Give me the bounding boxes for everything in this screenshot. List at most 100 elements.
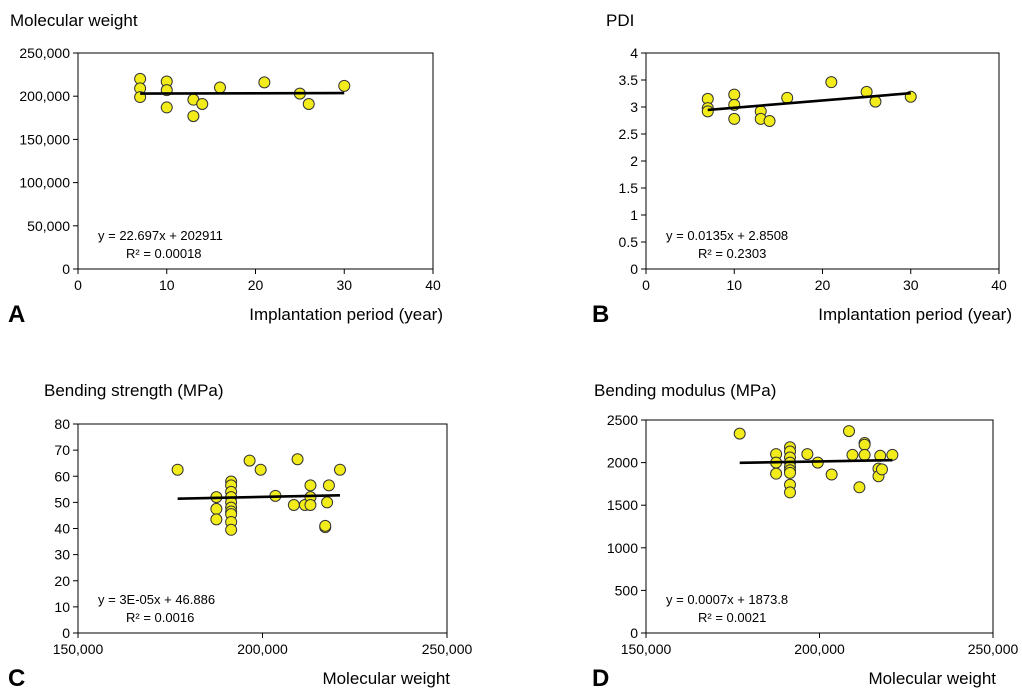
panel-d-letter: D — [592, 665, 609, 690]
panel-d-ylabel: Bending modulus (MPa) — [594, 381, 776, 400]
panel-b: PDI 00.511.522.533.540 10 20 30 40 y = 0.013… — [592, 11, 1012, 328]
panel-c-data-point — [210, 502, 223, 515]
panel-d-data-point — [784, 486, 797, 499]
panel-d-xtick-label: 250,000 — [968, 641, 1019, 657]
panel-a-data-point — [196, 97, 209, 110]
panel-b-ylabel: PDI — [606, 11, 634, 30]
panel-b-data-point — [825, 76, 838, 89]
panel-c-xtick-label: 250,000 — [422, 641, 473, 657]
panel-c-r2: R² = 0.0016 — [126, 610, 194, 625]
panel-b-data-point — [781, 91, 794, 104]
panel-d-marks: 0 500 1000 1500 2000 2500 150,000 200,000 250,00… — [607, 412, 1019, 657]
panel-b-data-point — [869, 95, 882, 108]
panel-d-r2: R² = 0.0021 — [698, 610, 766, 625]
panel-c-ytick-label: 40 — [54, 521, 70, 537]
panel-c-ytick-label: 0 — [62, 625, 70, 641]
panel-b-trendline — [707, 91, 911, 112]
panel-b-marks: 00.511.522.533.540 10 20 30 40 — [619, 45, 1007, 293]
panel-d-data-point — [875, 463, 888, 476]
panel-b-ytick-label: 4 — [630, 45, 638, 61]
panel-a-ytick-label: 100,000 — [19, 175, 70, 191]
panel-b-xtick-label: 10 — [726, 277, 742, 293]
panel-c-marks: 0 10 20 30 40 50 60 70 80 150,000 200,000 250,000 — [53, 416, 473, 657]
panel-a-ytick-label: 150,000 — [19, 131, 70, 147]
panel-d-data-point — [825, 468, 838, 481]
panel-b-xlabel: Implantation period (year) — [818, 305, 1012, 324]
panel-d-data-point — [801, 448, 814, 461]
panel-c-ytick-label: 70 — [54, 442, 70, 458]
panel-a-data-point — [160, 101, 173, 114]
panel-d-ytick-label: 1500 — [607, 497, 638, 513]
panel-b-ytick-label: 1.5 — [619, 180, 639, 196]
panel-c-equation: y = 3E-05x + 46.886 — [98, 592, 215, 607]
panel-a-xtick-label: 20 — [248, 277, 264, 293]
panel-b-equation: y = 0.0135x + 2.8508 — [666, 228, 788, 243]
panel-c-data-point — [291, 453, 304, 466]
panel-c-data-point — [322, 479, 335, 492]
panel-b-r2: R² = 0.2303 — [698, 246, 766, 261]
panel-d-data-point — [846, 448, 859, 461]
panel-c: Bending strength (MPa) 0 10 20 30 40 50 60 70 80… — [8, 381, 473, 690]
panel-a-ytick-label: 50,000 — [27, 218, 70, 234]
panel-d: Bending modulus (MPa) 0 500 1000 1500 2000 25… — [592, 381, 1019, 690]
panel-a-letter: A — [8, 301, 25, 328]
panel-c-ytick-label: 20 — [54, 573, 70, 589]
panel-d-ytick-label: 2000 — [607, 455, 638, 471]
panel-a-data-point — [302, 97, 315, 110]
panel-b-ytick-label: 3 — [630, 99, 638, 115]
panel-b-ytick-label: 0 — [630, 261, 638, 277]
panel-a-ytick-label: 200,000 — [19, 88, 70, 104]
panel-b-data-point — [763, 115, 776, 128]
panel-a-xtick-label: 10 — [159, 277, 175, 293]
panel-d-data-point — [842, 425, 855, 438]
panel-d-ytick-label: 2500 — [607, 412, 638, 428]
panel-b-ytick-label: 0.5 — [619, 234, 639, 250]
panel-d-data-point — [886, 448, 899, 461]
panel-a-xtick-label: 0 — [74, 277, 82, 293]
panel-c-letter: C — [8, 665, 25, 690]
panel-c-ytick-label: 10 — [54, 599, 70, 615]
panel-d-data-point — [733, 427, 746, 440]
panel-d-data-point — [770, 467, 783, 480]
panel-c-xtick-label: 200,000 — [237, 641, 288, 657]
panel-a-ytick-label: 0 — [62, 261, 70, 277]
panel-a-r2: R² = 0.00018 — [126, 246, 202, 261]
panel-b-letter: B — [592, 301, 609, 328]
panel-c-data-point — [304, 479, 317, 492]
panel-b-data-point — [728, 88, 741, 101]
panel-d-data-point — [858, 438, 871, 451]
panel-b-data-point — [701, 105, 714, 118]
panel-a-xtick-label: 40 — [425, 277, 441, 293]
panel-d-xtick-label: 200,000 — [794, 641, 845, 657]
panel-c-ytick-label: 60 — [54, 468, 70, 484]
panel-c-xlabel: Molecular weight — [322, 669, 450, 688]
panel-c-plot-area — [77, 423, 448, 634]
panel-a-data-point — [338, 79, 351, 92]
panel-b-ytick-label: 3.5 — [619, 72, 639, 88]
panel-c-ytick-label: 50 — [54, 494, 70, 510]
panel-c-data-point — [304, 498, 317, 511]
panel-c-data-point — [243, 454, 256, 467]
panel-c-xtick-label: 150,000 — [53, 641, 104, 657]
panel-c-ylabel: Bending strength (MPa) — [44, 381, 224, 400]
panel-d-plot-area — [645, 419, 994, 634]
panel-a: Molecular weight 0 50,000 100,000 150,000 20… — [8, 11, 443, 328]
panel-d-ytick-label: 500 — [615, 582, 639, 598]
panel-c-data-point — [287, 498, 300, 511]
panel-b-plot-area — [645, 52, 1000, 270]
panel-c-data-point — [171, 463, 184, 476]
panel-c-ytick-label: 30 — [54, 547, 70, 563]
panel-d-data-point — [853, 481, 866, 494]
panel-c-data-point — [210, 513, 223, 526]
panel-a-ylabel: Molecular weight — [10, 11, 138, 30]
panel-a-data-point — [214, 81, 226, 94]
panel-c-data-point — [321, 496, 334, 509]
panel-b-xtick-label: 20 — [815, 277, 831, 293]
panel-a-marks: 0 50,000 100,000 150,000 200,000 250,000 0 10 20… — [19, 45, 441, 293]
panel-d-ytick-label: 0 — [630, 625, 638, 641]
panel-b-ytick-label: 1 — [630, 207, 638, 223]
panel-c-data-point — [254, 463, 267, 476]
panel-a-xtick-label: 30 — [336, 277, 352, 293]
panel-d-xlabel: Molecular weight — [868, 669, 996, 688]
